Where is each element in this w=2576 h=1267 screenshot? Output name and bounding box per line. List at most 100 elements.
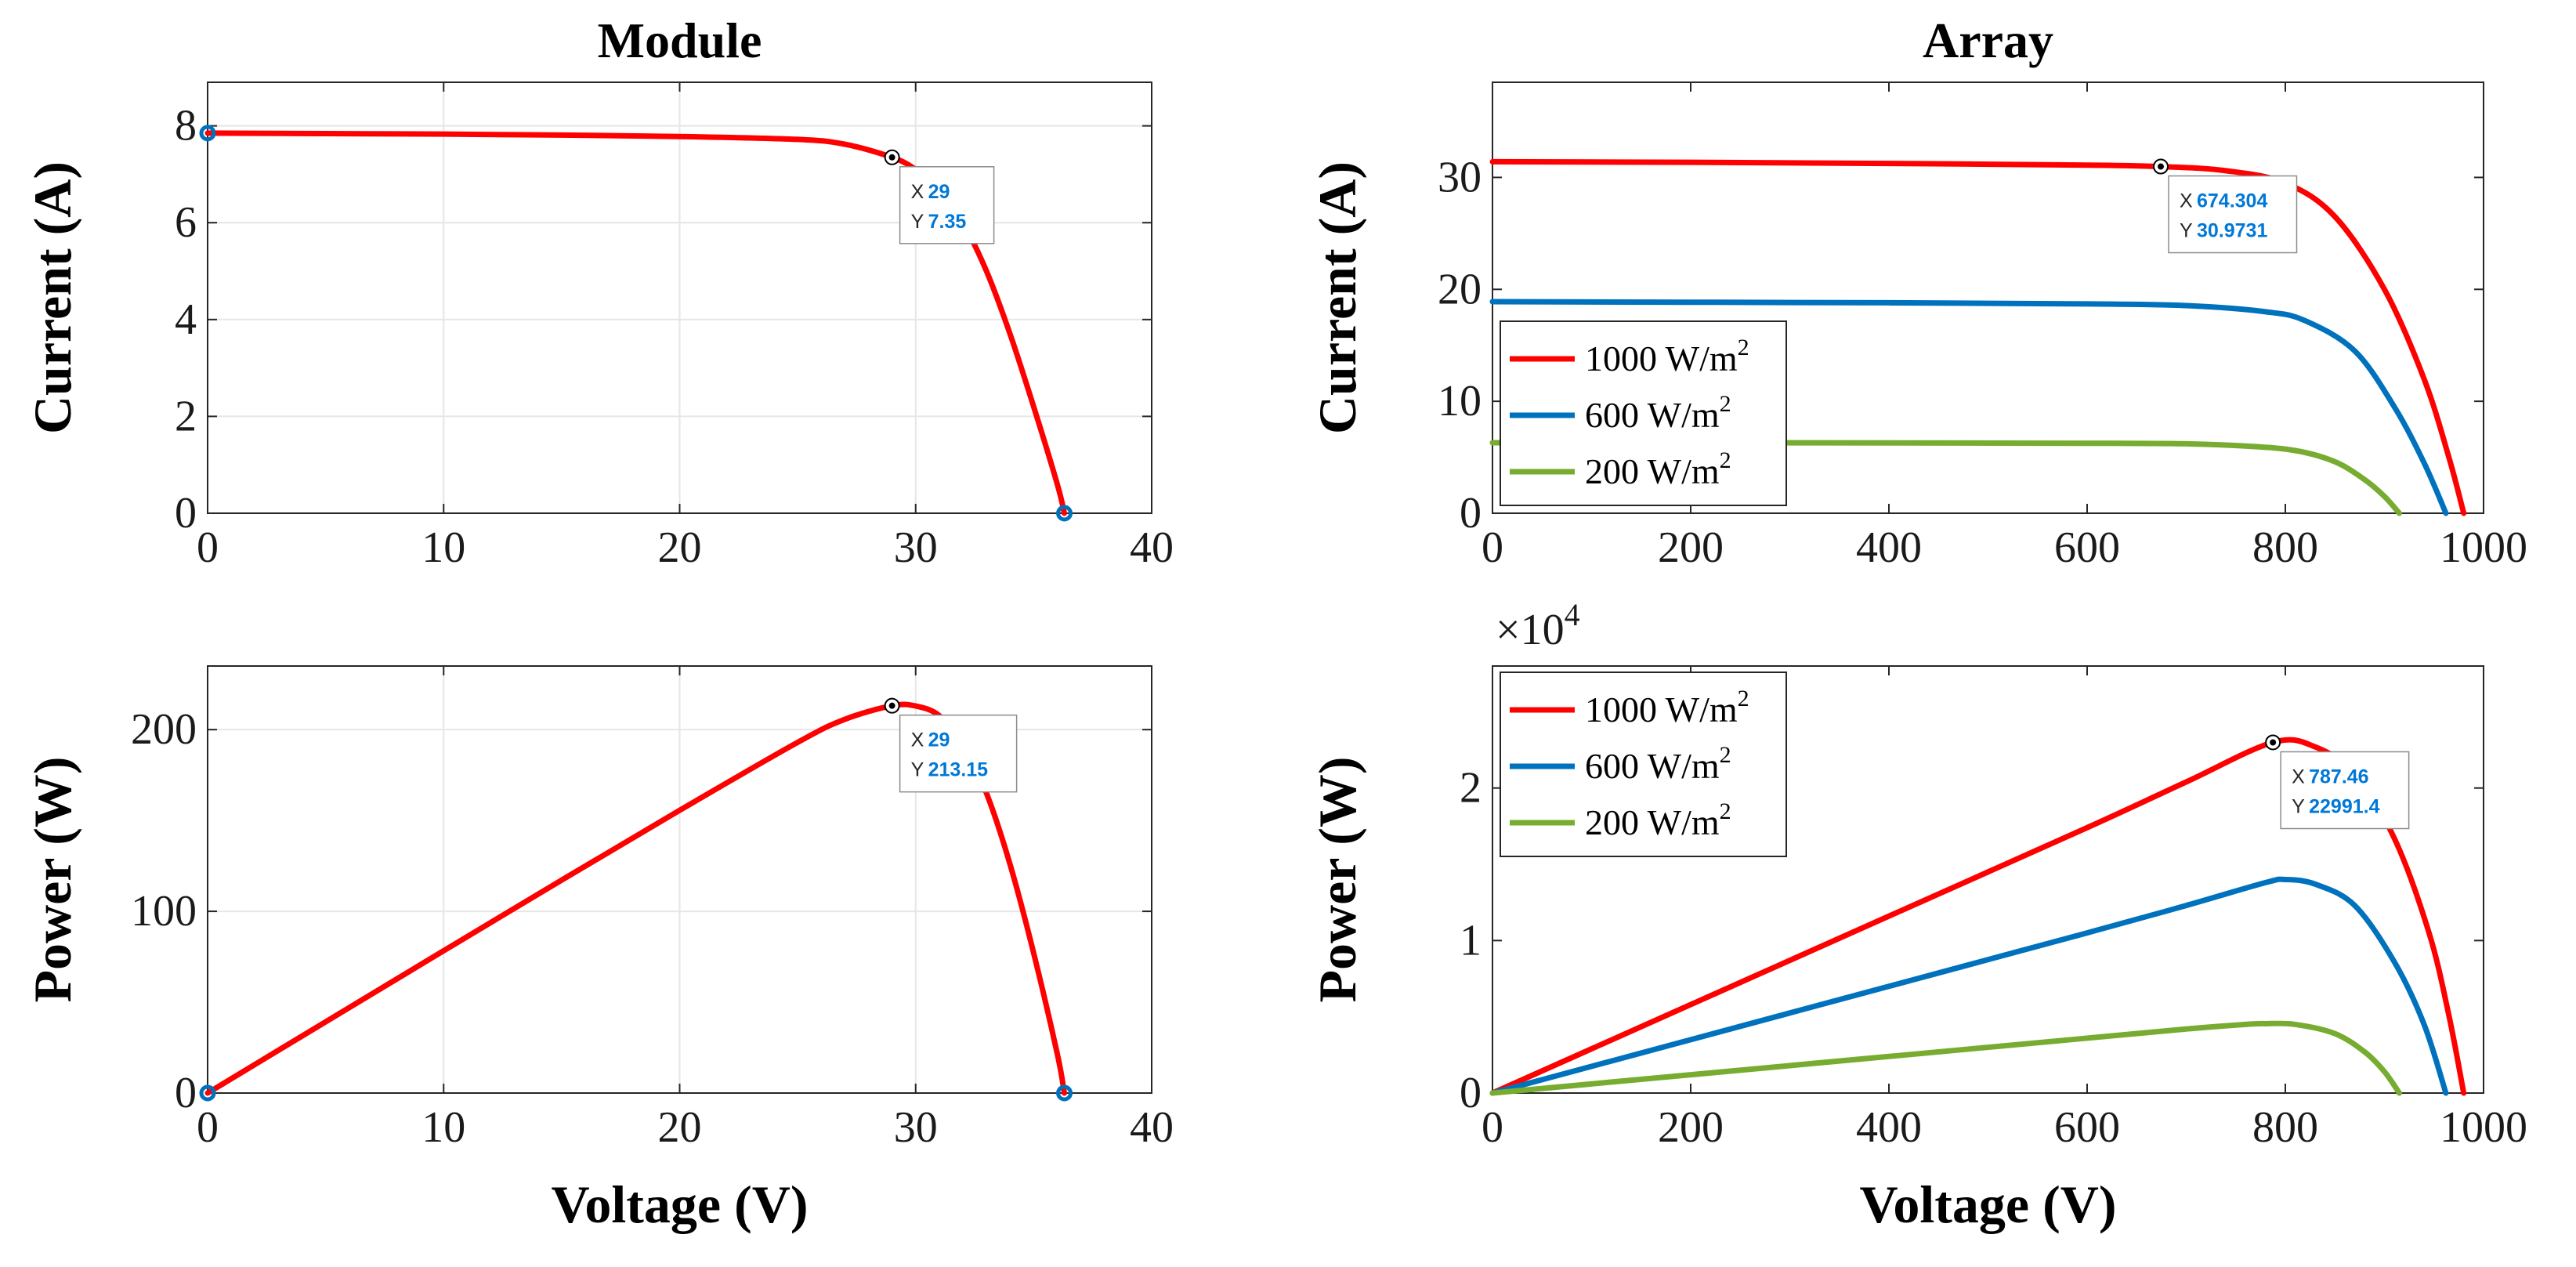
y-tick-label: 4 (175, 295, 197, 344)
y-tick-label: 6 (175, 198, 197, 247)
y-exponent-label: ×104 (1496, 597, 1580, 654)
x-axis-label: Voltage (V) (1860, 1175, 2117, 1234)
legend-entry-text: 1000 W/m (1585, 690, 1738, 729)
module-iv-chart: 0 10 20 30 40 0 2 4 6 8 Module Current (A) X 29Y 7.35 (23, 13, 1174, 572)
datatip-marker-dot (2157, 163, 2164, 170)
datatip-y-value: 213.15 (928, 759, 989, 781)
datatip-x-value: 674.304 (2197, 190, 2267, 212)
data-marker (199, 125, 216, 142)
datatip-y-value: 30.9731 (2197, 220, 2267, 242)
datatip-box (899, 714, 1018, 793)
datatip-x-value: 787.46 (2309, 766, 2368, 787)
x-tick-label: 40 (1130, 523, 1174, 572)
axes-box (1492, 81, 2484, 514)
y-tick-label: 2 (1460, 764, 1482, 813)
x-tick-label: 400 (1856, 523, 1922, 572)
x-tick-label: 200 (1658, 523, 1724, 572)
y-tick-label: 0 (175, 1069, 197, 1117)
legend-entry-sup: 2 (1720, 742, 1731, 768)
axes-box (1492, 665, 2484, 1094)
x-tick-label: 800 (2252, 1103, 2318, 1152)
datatip-x-label: X (911, 729, 924, 751)
x-tick-label: 0 (1482, 523, 1503, 572)
module-pv-chart: 0 10 20 30 40 0 100 200 Voltage (V) Power (W) X 29Y… (23, 665, 1174, 1234)
x-tick-label: 600 (2054, 1103, 2120, 1152)
array-iv-chart: 0 200 400 600 800 1000 0 10 20 30 Array Current (A)… (1308, 13, 2527, 572)
x-tick-label: 0 (197, 1103, 219, 1152)
x-tick-label: 600 (2054, 523, 2120, 572)
legend-entry-1: 600 W/m2 (1585, 391, 1731, 435)
legend-entry-text: 200 W/m (1585, 451, 1720, 491)
y-axis-label: Current (A) (23, 161, 82, 434)
x-tick-label: 30 (894, 523, 938, 572)
datatip: X 787.46Y 22991.4 (2280, 751, 2410, 830)
y-tick-label: 0 (1460, 1069, 1482, 1117)
datatip-marker-dot (888, 702, 895, 709)
y-tick-label: 20 (1438, 265, 1482, 313)
legend-entry-0: 1000 W/m2 (1585, 686, 1749, 729)
x-tick-label: 1000 (2440, 1103, 2527, 1152)
series-line-0 (1489, 158, 2467, 516)
x-tick-label: 10 (421, 1103, 465, 1152)
datatip-marker-dot (888, 154, 895, 161)
x-tick-label: 0 (197, 523, 219, 572)
datatip-x-value: 29 (928, 181, 950, 203)
y-tick-label: 8 (175, 102, 197, 150)
y-tick-label: 0 (1460, 489, 1482, 538)
datatip-y-value: 7.35 (928, 211, 967, 233)
y-tick-label: 0 (175, 489, 197, 538)
x-tick-label: 20 (658, 1103, 702, 1152)
datatip-x-value: 29 (928, 729, 950, 751)
data-marker (1056, 1084, 1073, 1102)
datatip-box (2168, 175, 2298, 254)
series-line-0 (204, 701, 1068, 1096)
y-tick-label: 2 (175, 392, 197, 440)
chart-title: Array (1923, 13, 2053, 68)
x-tick-label: 1000 (2440, 523, 2527, 572)
datatip: X 29Y 213.15 (899, 714, 1018, 793)
datatip-y-label: Y (911, 759, 924, 781)
y-exponent-power: 4 (1565, 597, 1580, 632)
datatip-y-value: 22991.4 (2309, 795, 2379, 817)
legend-entry-text: 1000 W/m (1585, 338, 1738, 378)
x-axis-label: Voltage (V) (552, 1175, 809, 1234)
x-tick-label: 800 (2252, 523, 2318, 572)
legend-entry-text: 600 W/m (1585, 746, 1720, 786)
legend-entry-sup: 2 (1738, 335, 1749, 360)
x-tick-label: 20 (658, 523, 702, 572)
x-tick-label: 30 (894, 1103, 938, 1152)
series-line-0 (1489, 737, 2467, 1096)
y-tick-label: 100 (131, 887, 197, 936)
legend-entry-sup: 2 (1720, 798, 1731, 824)
datatip-marker-dot (2270, 739, 2277, 746)
datatip: X 29Y 7.35 (899, 166, 995, 244)
y-tick-label: 200 (131, 705, 197, 754)
x-tick-label: 10 (421, 523, 465, 572)
series-line-2 (1489, 1020, 2402, 1096)
x-tick-label: 200 (1658, 1103, 1724, 1152)
y-tick-label: 10 (1438, 377, 1482, 425)
legend-entry-text: 200 W/m (1585, 802, 1720, 842)
datatip-box (899, 166, 995, 244)
data-marker (199, 1084, 216, 1102)
x-tick-label: 0 (1482, 1103, 1503, 1152)
x-tick-label: 400 (1856, 1103, 1922, 1152)
datatip-y-label: Y (911, 211, 924, 233)
datatip-x-label: X (911, 181, 924, 203)
legend-entry-0: 1000 W/m2 (1585, 335, 1749, 378)
datatip-y-label: Y (2180, 220, 2193, 242)
legend-entry-2: 200 W/m2 (1585, 447, 1731, 491)
legend-entry-sup: 2 (1738, 686, 1749, 711)
array-pv-chart: 0 200 400 600 800 1000 0 1 2 ×104 Voltage (V) Power… (1308, 597, 2527, 1234)
x-tick-label: 40 (1130, 1103, 1174, 1152)
y-exponent-base: ×10 (1496, 606, 1565, 654)
datatip-x-label: X (2292, 766, 2305, 787)
legend-entry-1: 600 W/m2 (1585, 742, 1731, 786)
legend-entry-2: 200 W/m2 (1585, 798, 1731, 842)
series-line-1 (1489, 876, 2449, 1096)
y-tick-label: 1 (1460, 916, 1482, 965)
